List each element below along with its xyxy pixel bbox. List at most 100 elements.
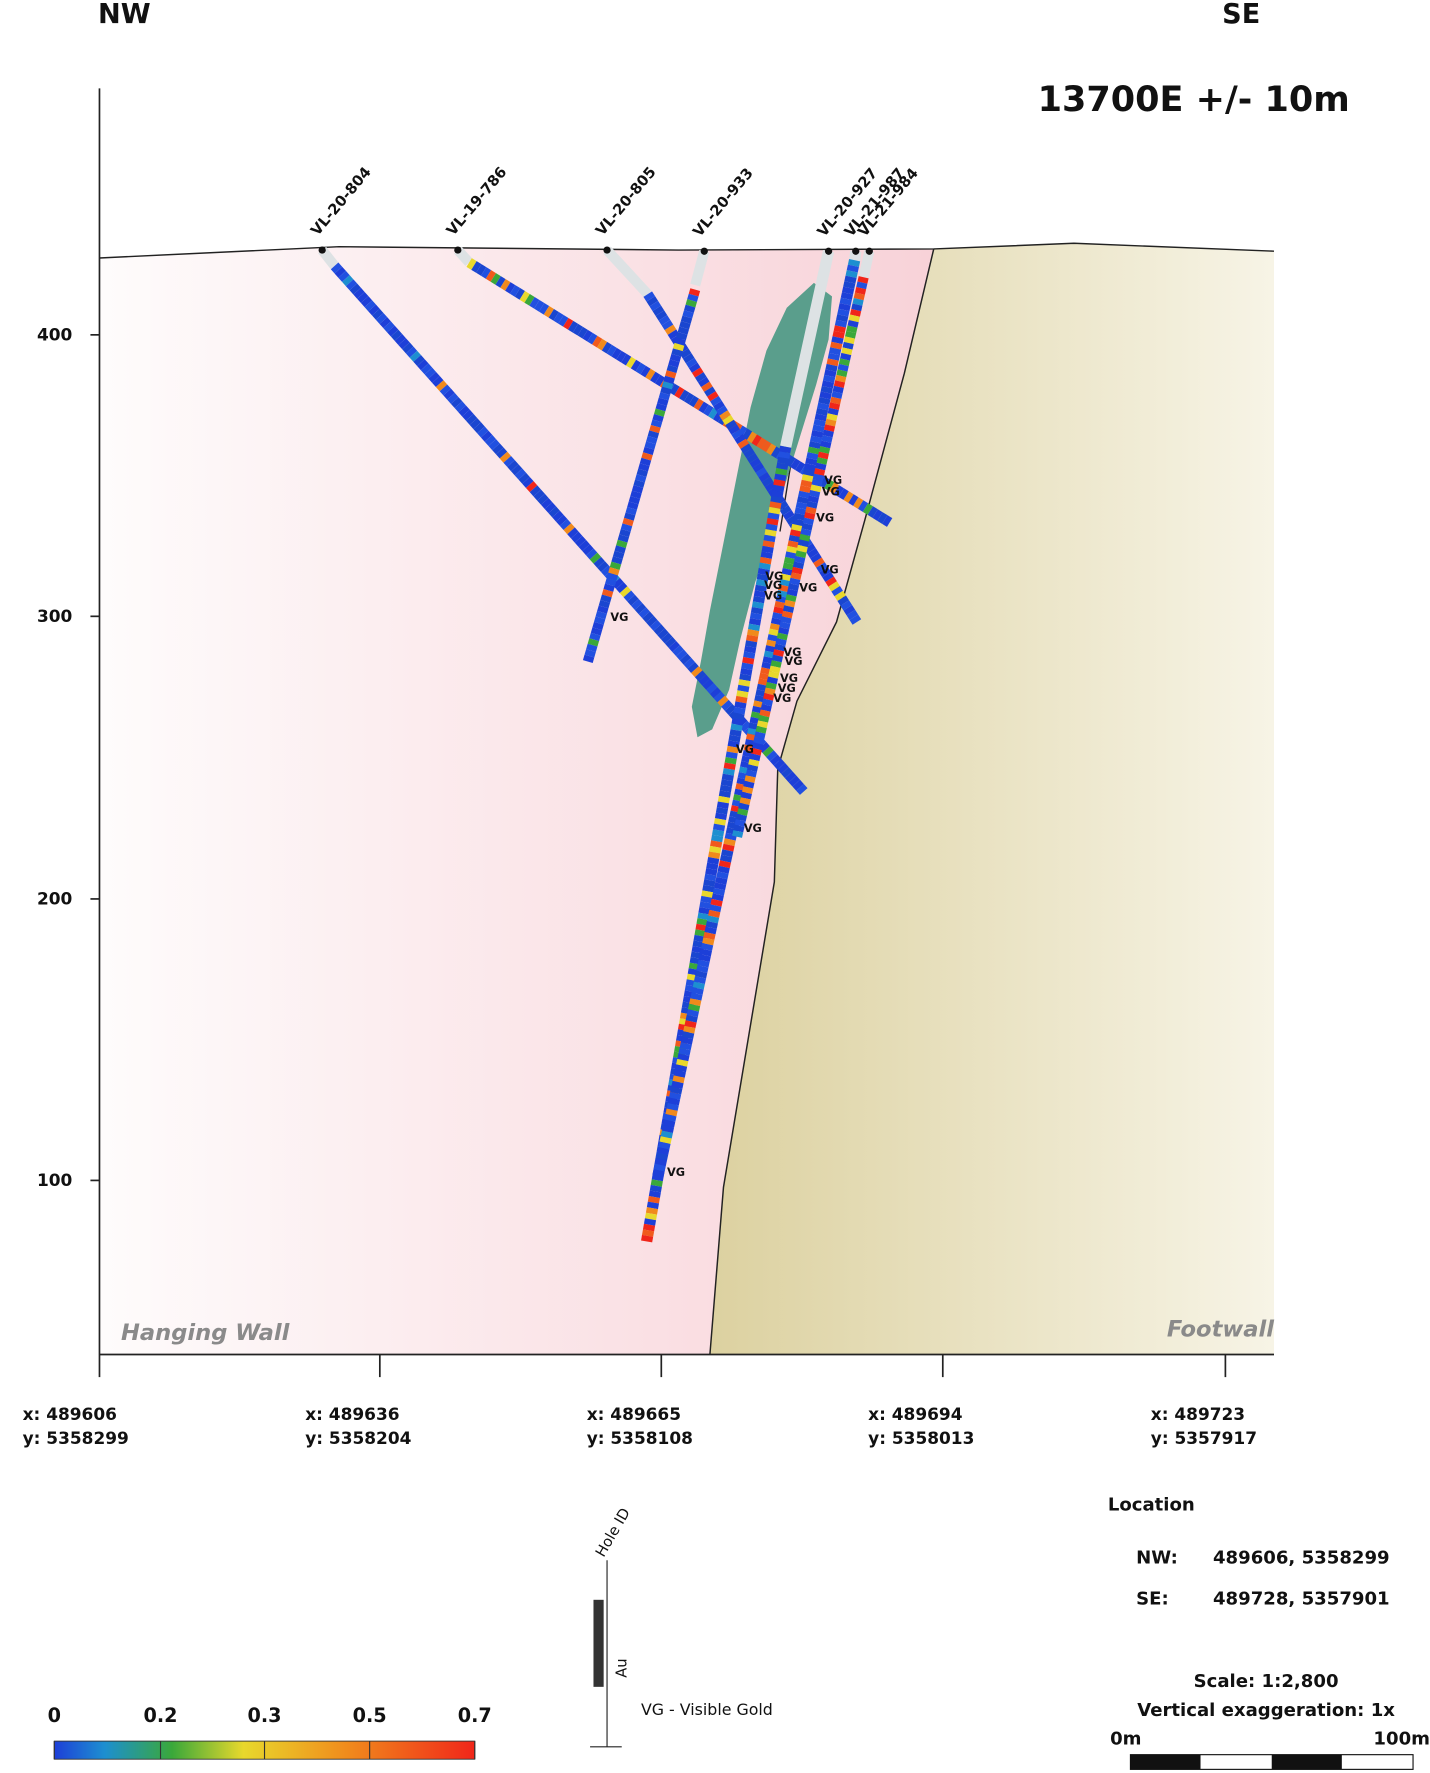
hole-segment	[492, 443, 504, 455]
hole-segment	[754, 731, 766, 740]
hole-segment	[417, 359, 429, 371]
hole-segment	[360, 296, 373, 308]
location-title: Location	[1108, 1495, 1195, 1516]
hole-segment	[737, 772, 750, 780]
hole-segment	[625, 356, 637, 369]
hole-segment	[758, 714, 770, 723]
hole-segment	[701, 890, 714, 898]
hole-segment	[519, 291, 530, 303]
hole-segment	[744, 645, 757, 654]
hole-segment	[548, 506, 560, 518]
hole-segment	[736, 777, 749, 786]
hole-segment	[750, 747, 762, 756]
hole-segment	[835, 374, 847, 383]
hole-segment	[766, 639, 779, 648]
hole-segment	[828, 347, 842, 356]
hole-segment	[592, 335, 603, 348]
hole-segment	[683, 392, 695, 405]
hole-segment	[620, 523, 633, 532]
hole-segment	[843, 491, 854, 503]
hole-segment	[716, 871, 729, 880]
hole-segment	[688, 962, 701, 971]
hole-segment	[480, 267, 492, 279]
hole-segment	[683, 1025, 696, 1034]
hole-segment	[706, 915, 720, 924]
hole-segment	[810, 552, 822, 563]
hole-segment	[628, 496, 641, 505]
hole-segment	[633, 479, 645, 488]
hole-segment	[817, 451, 829, 460]
hole-segment	[795, 501, 808, 510]
hole-segment	[746, 764, 759, 773]
hole-segment	[755, 689, 768, 698]
hole-segment	[653, 624, 665, 636]
hole-segment	[586, 643, 598, 653]
hole-segment	[839, 297, 852, 306]
hole-segment	[745, 769, 757, 778]
hole-segment	[782, 562, 795, 571]
hole-segment	[768, 671, 780, 679]
hole-segment	[790, 572, 802, 581]
hole-segment	[750, 711, 763, 720]
hole-segment	[666, 364, 678, 374]
color-bar-label: 0	[48, 1704, 61, 1727]
hole-segment	[846, 264, 859, 273]
hole-segment	[759, 556, 772, 565]
hole-segment	[529, 485, 542, 497]
hole-segment	[630, 359, 641, 372]
elevation-labels: 400 300 200 100	[37, 325, 100, 1190]
hole-segment	[792, 518, 805, 527]
hole-segment	[740, 668, 753, 676]
hole-segment	[702, 678, 714, 690]
hole-segment	[469, 418, 482, 430]
hole-segment	[592, 621, 604, 631]
hole-segment	[577, 326, 588, 339]
hole-segment	[762, 746, 774, 758]
hole-segment	[668, 640, 680, 652]
hole-segment	[771, 654, 783, 663]
hole-segment	[657, 397, 669, 406]
hole-segment	[683, 657, 695, 669]
hole-segment	[770, 446, 782, 459]
hole-segment	[655, 310, 668, 321]
hole-segment	[485, 270, 496, 282]
hole-segment	[721, 699, 733, 711]
hole-segment	[619, 528, 631, 538]
hole-segment	[830, 341, 843, 350]
hole-segment	[769, 754, 782, 766]
hole-segment	[834, 590, 847, 601]
hole-segment	[679, 1042, 692, 1051]
hole-segment	[372, 308, 384, 320]
hole-segment	[789, 577, 801, 586]
hole-segment	[649, 619, 662, 631]
hole-segment	[654, 408, 666, 417]
hole-segment	[524, 294, 535, 306]
hole-segment	[711, 834, 724, 843]
hole-segment	[856, 281, 868, 290]
hole-segment	[703, 879, 716, 887]
hole-segment	[725, 419, 737, 430]
hole-segment	[768, 628, 781, 637]
hole-segment	[480, 430, 493, 442]
hole-segment	[757, 568, 770, 576]
hole-segment	[706, 683, 718, 695]
hole-segment	[823, 424, 836, 432]
hole-segment	[695, 970, 708, 979]
ground-surface	[99, 242, 1275, 259]
legend-au-bar	[593, 1599, 604, 1687]
hole-segment	[847, 259, 861, 267]
hole-segment	[745, 733, 759, 742]
hole-segment	[767, 634, 780, 643]
hole-segment	[698, 907, 711, 915]
hole-segment	[847, 319, 859, 328]
hole-segment	[777, 584, 791, 593]
section-title: 13700E +/- 10m	[1038, 79, 1350, 120]
hole-segment	[685, 1014, 698, 1023]
hole-segment	[691, 987, 704, 996]
location-value: 489606, 5358299	[1213, 1548, 1390, 1569]
hole-segment	[836, 314, 849, 323]
hole-segment	[766, 676, 779, 685]
hole-segment	[660, 1130, 673, 1139]
hole-segment	[669, 353, 682, 363]
hole-segment	[734, 788, 747, 797]
